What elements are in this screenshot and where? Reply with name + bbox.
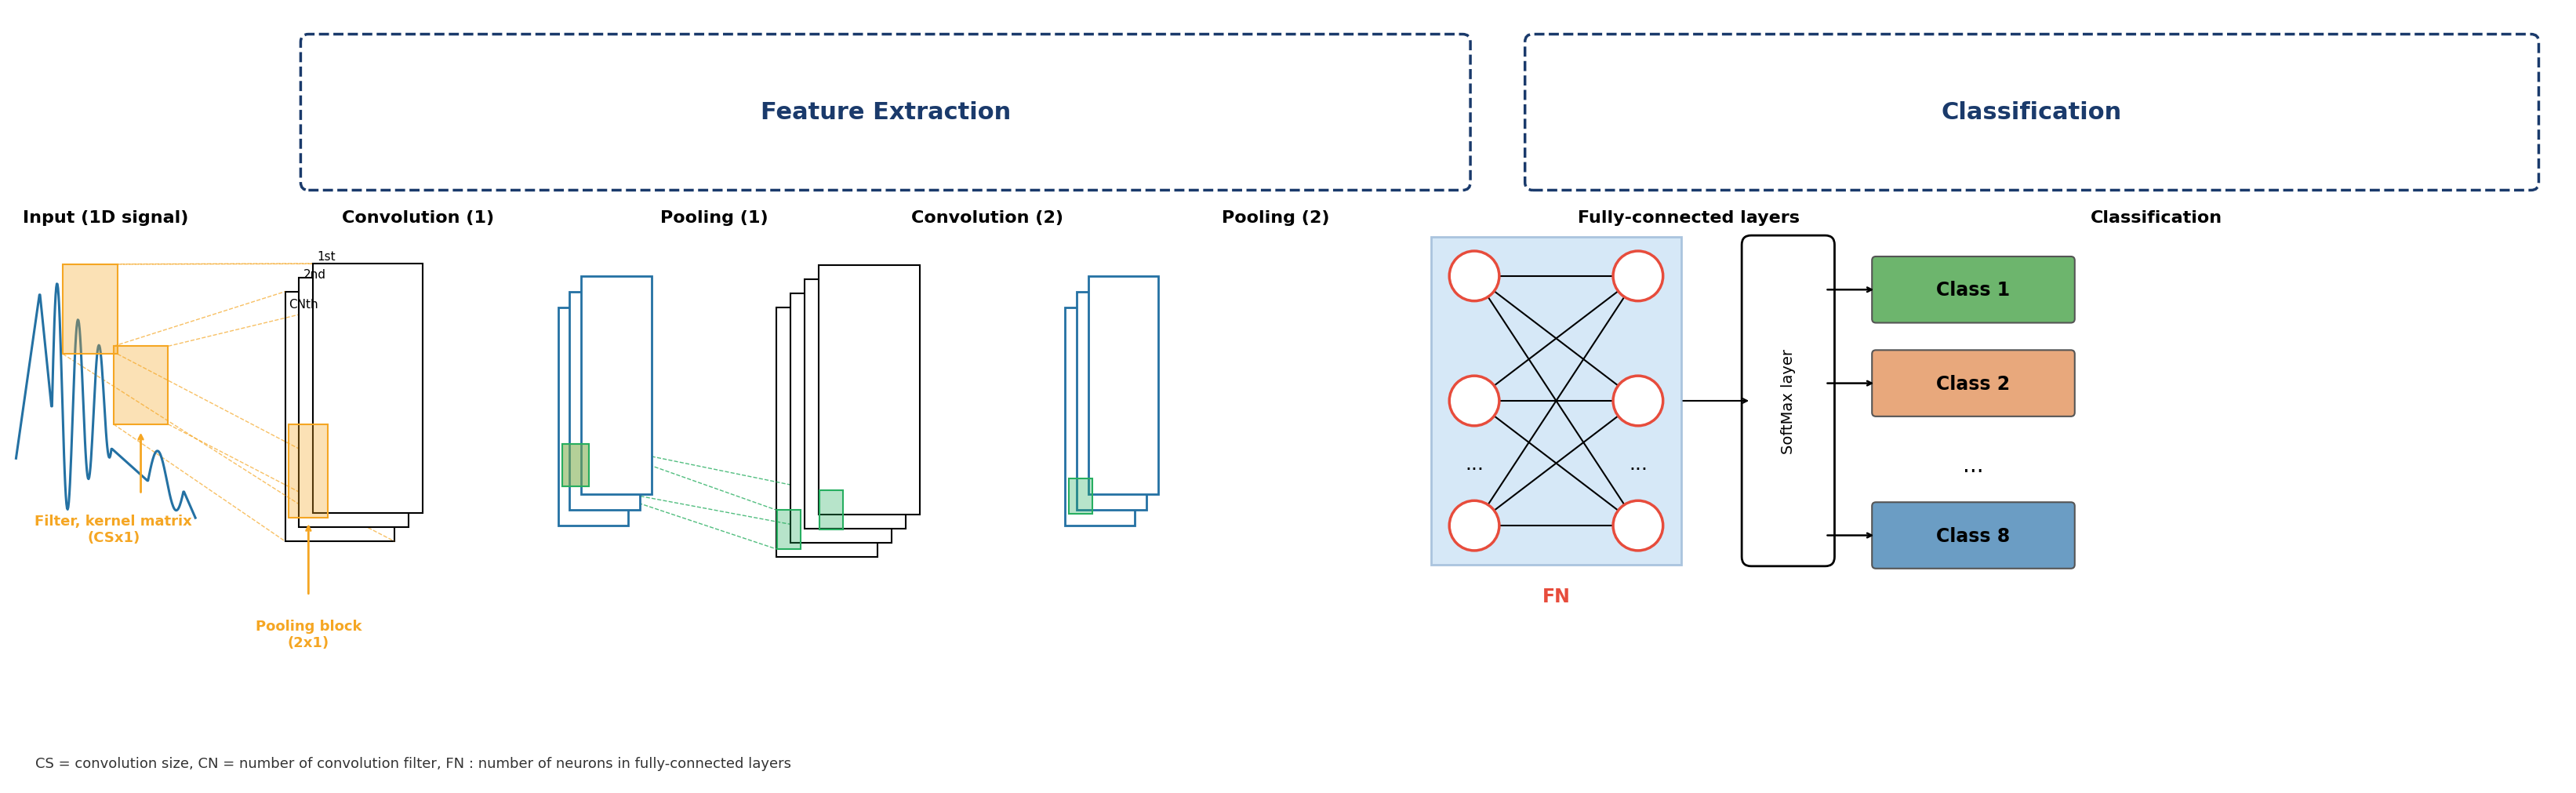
Bar [791, 293, 891, 543]
FancyBboxPatch shape [1873, 503, 2074, 569]
Text: 1st: 1st [317, 251, 335, 262]
Text: 2nd: 2nd [304, 269, 325, 281]
Bar [1077, 292, 1146, 510]
Bar [1064, 308, 1136, 526]
Bar [569, 292, 639, 510]
Text: ...: ... [1466, 454, 1484, 473]
Bar [62, 265, 118, 354]
FancyBboxPatch shape [1873, 257, 2074, 324]
Text: Feature Extraction: Feature Extraction [760, 102, 1010, 125]
Circle shape [1450, 251, 1499, 301]
Bar [819, 266, 920, 515]
Text: CS = convolution size, CN = number of convolution filter, FN : number of neurons: CS = convolution size, CN = number of co… [36, 757, 791, 771]
Bar [582, 277, 652, 495]
Text: ...: ... [1628, 454, 1649, 473]
Circle shape [1450, 501, 1499, 551]
Text: FN: FN [1543, 587, 1571, 605]
Bar [113, 347, 167, 424]
Text: SoftMax layer: SoftMax layer [1780, 349, 1795, 454]
Text: Filter, kernel matrix
(CSx1): Filter, kernel matrix (CSx1) [36, 514, 193, 545]
Text: Classification: Classification [2092, 210, 2223, 226]
Bar [299, 278, 407, 527]
Bar [286, 292, 394, 542]
Text: Pooling (2): Pooling (2) [1221, 210, 1329, 226]
Circle shape [1613, 376, 1664, 426]
Text: Fully-connected layers: Fully-connected layers [1577, 210, 1801, 226]
Bar [1087, 277, 1159, 495]
Text: Pooling block
(2x1): Pooling block (2x1) [255, 619, 361, 649]
FancyBboxPatch shape [1873, 351, 2074, 417]
Text: ...: ... [1963, 454, 1984, 477]
Bar [562, 444, 590, 487]
Bar [819, 491, 842, 530]
Text: Class 8: Class 8 [1937, 527, 2009, 545]
Text: Class 2: Class 2 [1937, 374, 2009, 393]
Text: Classification: Classification [1942, 102, 2123, 125]
Text: Input (1D signal): Input (1D signal) [23, 210, 188, 226]
Text: Pooling (1): Pooling (1) [659, 210, 768, 226]
FancyBboxPatch shape [1741, 236, 1834, 566]
Bar [1069, 479, 1092, 514]
Circle shape [1450, 376, 1499, 426]
Circle shape [1613, 501, 1664, 551]
Text: Convolution (1): Convolution (1) [343, 210, 495, 226]
Text: CNth: CNth [289, 298, 319, 310]
Bar [559, 308, 629, 526]
Circle shape [1613, 251, 1664, 301]
Bar [1432, 238, 1682, 565]
Bar [562, 444, 590, 487]
Bar [314, 264, 422, 513]
Text: Class 1: Class 1 [1937, 281, 2009, 300]
Bar [804, 280, 907, 529]
Text: Convolution (2): Convolution (2) [912, 210, 1064, 226]
Bar [775, 308, 878, 557]
Bar [289, 424, 327, 518]
Bar [778, 510, 801, 550]
